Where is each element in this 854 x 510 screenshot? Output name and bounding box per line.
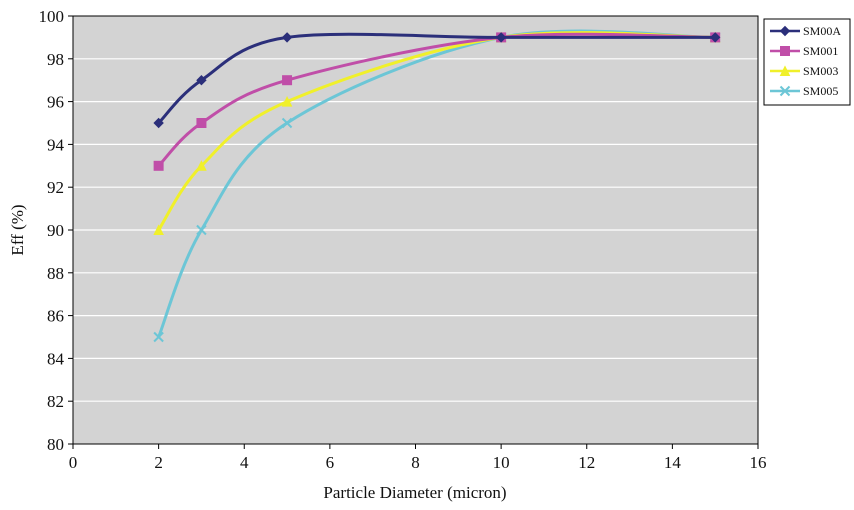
data-point — [153, 117, 164, 129]
x-tick-label: 4 — [240, 453, 249, 472]
gridlines — [73, 58, 758, 402]
y-tick-label: 82 — [47, 392, 64, 411]
x-tick-label: 10 — [493, 453, 510, 472]
data-point — [281, 32, 293, 43]
legend-marker-b — [779, 85, 791, 97]
legend-label: SM00A — [803, 24, 841, 38]
x-tick-label: 2 — [154, 453, 163, 472]
x-tick-label: 16 — [750, 453, 767, 472]
legend-label: SM005 — [803, 84, 838, 98]
y-tick-label: 94 — [47, 135, 65, 154]
data-point — [153, 160, 164, 171]
data-point-b — [196, 224, 207, 236]
y-tick-label: 86 — [47, 307, 64, 326]
x-tick-label: 6 — [326, 453, 335, 472]
data-point — [196, 74, 207, 86]
x-tick-label: 14 — [664, 453, 682, 472]
x-tick-label: 8 — [411, 453, 420, 472]
series-line — [157, 29, 716, 338]
y-tick-label: 100 — [39, 7, 65, 26]
x-tick-label: 12 — [578, 453, 595, 472]
data-point — [153, 224, 164, 235]
data-point — [282, 75, 293, 86]
legend-marker — [779, 25, 791, 37]
x-axis-title: Particle Diameter (micron) — [323, 483, 506, 502]
data-point — [495, 32, 507, 43]
data-point — [196, 118, 207, 128]
x-tick-label: 0 — [69, 453, 78, 472]
y-axis-ticks: 80 82 84 86 88 90 92 94 96 98 100 — [39, 7, 73, 454]
y-tick-label: 98 — [47, 50, 64, 69]
legend-label: SM003 — [803, 64, 838, 78]
series-group — [153, 29, 721, 343]
legend-marker — [780, 46, 790, 56]
y-tick-label: 92 — [47, 178, 64, 197]
legend: SM00A SM001 SM003 SM005 — [763, 18, 851, 106]
data-point-b — [153, 331, 164, 343]
series-sm00a — [153, 32, 721, 129]
y-tick-label: 96 — [47, 93, 64, 112]
y-tick-label: 88 — [47, 264, 64, 283]
data-point — [281, 95, 293, 107]
data-point — [709, 32, 721, 43]
y-axis-title: Eff (%) — [8, 204, 27, 255]
data-point-b — [281, 117, 293, 129]
legend-marker — [779, 65, 791, 76]
legend-label: SM001 — [803, 44, 838, 58]
data-point — [196, 160, 207, 171]
y-tick-label: 84 — [47, 349, 65, 368]
y-tick-label: 80 — [47, 435, 64, 454]
x-axis-ticks: 0 2 4 6 8 10 12 14 16 — [69, 444, 767, 472]
y-tick-label: 90 — [47, 221, 64, 240]
